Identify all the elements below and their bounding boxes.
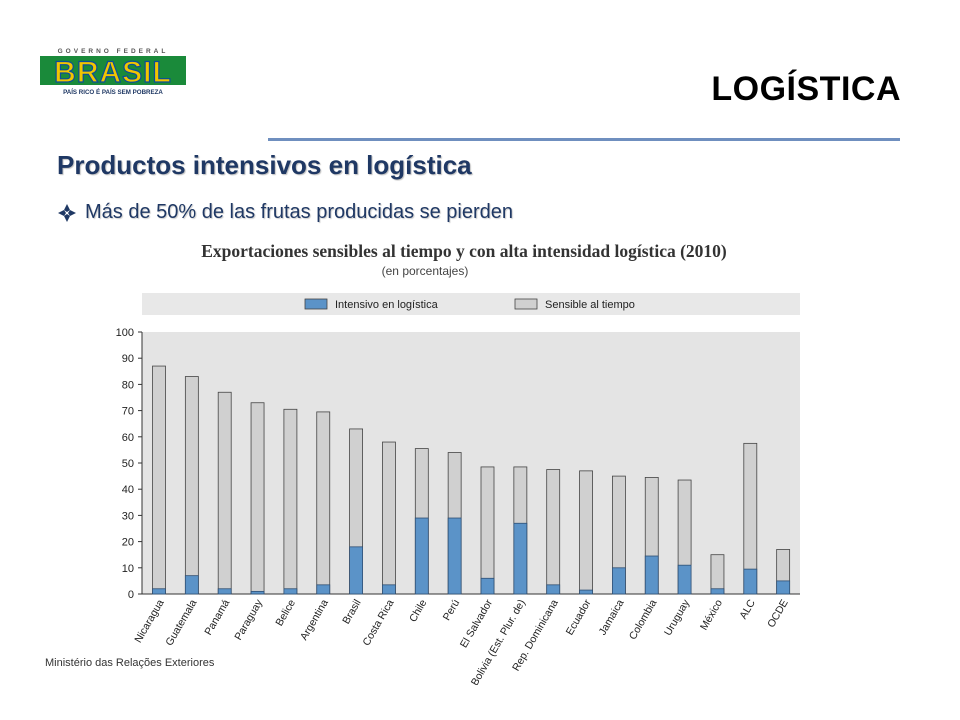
bar-sensible-5 [316, 411, 331, 595]
x-tick-label-16: Uruguay [662, 597, 693, 638]
bullet-text: Más de 50% de las frutas producidas se p… [85, 201, 514, 223]
x-tick-label-10: El Salvador [458, 597, 495, 650]
bar-intensivo-15 [644, 555, 659, 595]
x-tick-label-0: Nicaragua [132, 597, 166, 645]
bar-intensivo-17 [710, 588, 725, 595]
diamond-bullet-icon [58, 203, 76, 222]
x-tick-label-9: Perú [441, 597, 463, 622]
bar-intensivo-14 [612, 567, 626, 595]
x-tick-label-3: Paraguay [232, 597, 265, 643]
x-tick-label-19: OCDE [765, 598, 791, 630]
y-tick-label: 60 [122, 432, 134, 444]
logo-tagline: PAÍS RICO É PAÍS SEM POBREZA [63, 88, 163, 96]
bar-intensivo-16 [677, 564, 692, 595]
bar-sensible-17 [710, 554, 725, 595]
y-tick-label: 20 [122, 537, 134, 549]
bar-intensivo-1 [184, 575, 199, 595]
x-tick-label-1: Guatemala [163, 597, 199, 648]
y-tick-label: 10 [122, 563, 134, 575]
x-tick-label-7: Costa Rica [360, 597, 396, 648]
y-tick-label: 100 [116, 327, 134, 339]
legend-label-1: Sensible al tiempo [545, 299, 635, 311]
y-tick-label: 0 [128, 589, 134, 601]
bar-intensivo-18 [743, 568, 758, 595]
page-title: LOGÍSTICA [711, 70, 901, 108]
bar-intensivo-2 [217, 588, 232, 595]
bar-chart: Intensivo en logística Sensible al tiempo… [116, 293, 800, 685]
legend-band [142, 293, 800, 315]
bar-intensivo-12 [546, 584, 561, 595]
x-tick-label-15: Colombia [627, 597, 660, 642]
x-tick-label-8: Chile [407, 597, 429, 624]
bar-intensivo-4 [283, 588, 298, 595]
bar-sensible-1 [184, 376, 199, 595]
y-tick-label: 80 [122, 379, 134, 391]
bar-intensivo-7 [382, 584, 396, 595]
y-tick-label: 40 [122, 484, 134, 496]
bar-sensible-0 [152, 365, 166, 595]
logo-brand-text: BRASIL [54, 56, 172, 89]
chart-title: Exportaciones sensibles al tiempo y con … [201, 241, 727, 261]
x-tick-label-14: Jamaica [597, 597, 627, 637]
bar-intensivo-0 [152, 588, 166, 595]
plot-background [142, 332, 800, 594]
logo-top-text: GOVERNO FEDERAL [58, 48, 169, 55]
section-heading: Productos intensivos en logística [57, 150, 472, 180]
x-tick-label-4: Belice [273, 597, 298, 628]
y-tick-label: 30 [122, 510, 134, 522]
bullet-item: Más de 50% de las frutas producidas se p… [57, 201, 513, 224]
x-tick-label-5: Argentina [298, 597, 331, 642]
legend-swatch-0 [304, 298, 328, 310]
y-tick-label: 70 [122, 406, 134, 418]
bar-intensivo-11 [513, 522, 528, 595]
bar-sensible-2 [217, 391, 232, 595]
bar-intensivo-19 [776, 580, 791, 595]
bar-sensible-7 [382, 441, 396, 595]
y-tick-label: 90 [122, 353, 134, 365]
bar-sensible-10 [480, 466, 495, 595]
bar-intensivo-10 [480, 577, 495, 595]
bar-sensible-4 [283, 408, 298, 595]
legend-label-0: Intensivo en logística [335, 299, 439, 311]
x-tick-label-18: ALC [737, 597, 758, 621]
bar-intensivo-9 [447, 517, 462, 595]
chart-subtitle: (en porcentajes) [381, 264, 469, 278]
bar-sensible-3 [250, 402, 265, 595]
legend-swatch-1 [514, 298, 538, 310]
bar-sensible-13 [579, 470, 593, 595]
title-divider [268, 138, 900, 141]
x-tick-label-6: Brasil [340, 598, 364, 627]
x-tick-label-17: México [698, 597, 725, 632]
bar-sensible-12 [546, 469, 561, 595]
bar-intensivo-5 [316, 584, 331, 595]
bar-intensivo-8 [414, 517, 429, 595]
x-tick-label-2: Panamá [202, 597, 232, 637]
y-tick-label: 50 [122, 458, 134, 470]
brasil-logo: GOVERNO FEDERAL BRASIL PAÍS RICO É PAÍS … [40, 45, 186, 97]
x-tick-label-13: Ecuador [564, 597, 594, 637]
footer-text: Ministério das Relações Exteriores [45, 657, 215, 669]
bar-intensivo-13 [579, 589, 593, 595]
bar-intensivo-6 [349, 546, 364, 595]
bar-intensivo-3 [250, 590, 265, 595]
